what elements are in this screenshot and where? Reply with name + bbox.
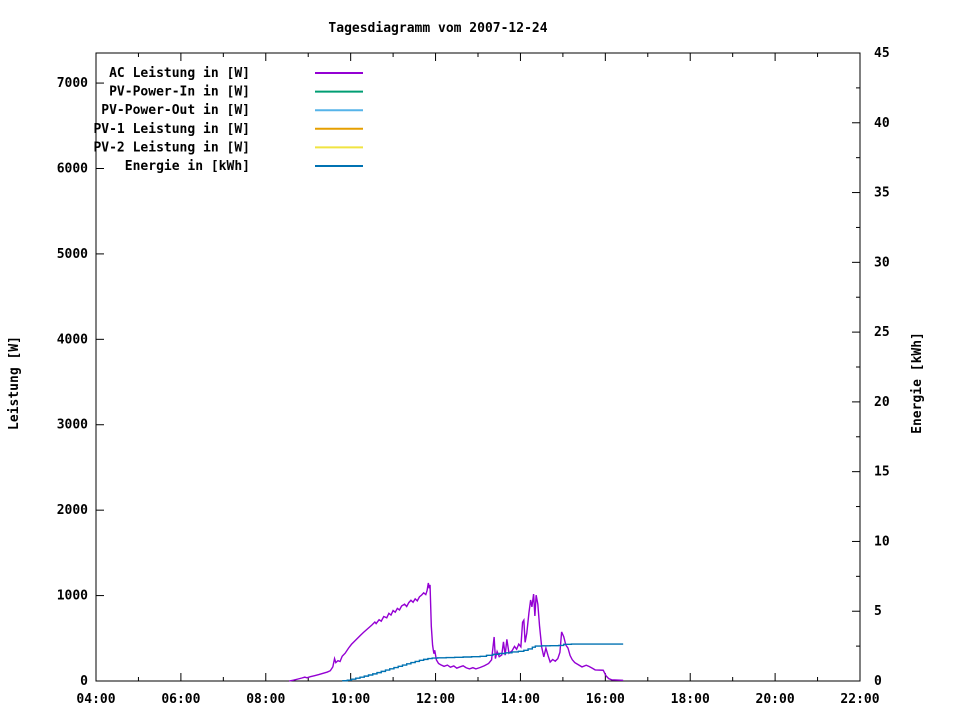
legend-label: AC Leistung in [W]: [109, 66, 250, 81]
x-tick-label: 16:00: [586, 692, 625, 707]
x-tick-label: 12:00: [416, 692, 455, 707]
y-tick-label: 0: [80, 674, 88, 689]
y-tick-label: 1000: [57, 589, 88, 604]
x-tick-label: 20:00: [756, 692, 795, 707]
chart-title: Tagesdiagramm vom 2007-12-24: [328, 21, 548, 36]
y2-tick-label: 25: [874, 325, 890, 340]
y2-tick-label: 30: [874, 255, 890, 270]
x-tick-label: 04:00: [76, 692, 115, 707]
series-line-5-energie-in-kwh-: [342, 643, 624, 682]
x-tick-label: 18:00: [671, 692, 710, 707]
series-line-0-ac-leistung-in-w-: [288, 582, 624, 682]
y-tick-label: 3000: [57, 418, 88, 433]
y-tick-label: 5000: [57, 247, 88, 262]
x-tick-label: 08:00: [246, 692, 285, 707]
x-axis: [95, 53, 861, 681]
y2-tick-label: 5: [874, 604, 882, 619]
y-tick-label: 6000: [57, 161, 88, 176]
legend-label: Energie in [kWh]: [125, 159, 250, 174]
y-tick-label: 7000: [57, 76, 88, 91]
y2-tick-label: 0: [874, 674, 882, 689]
legend: AC Leistung in [W] PV-Power-In in [W] PV-P…: [93, 66, 363, 174]
y2-tick-label: 35: [874, 186, 890, 201]
y2-tick-label: 20: [874, 395, 890, 410]
y2-axis-title: Energie [kWh]: [910, 332, 925, 434]
y2-tick-label: 40: [874, 116, 890, 131]
legend-label: PV-2 Leistung in [W]: [93, 140, 250, 155]
y-axis-right: [852, 52, 860, 682]
y2-tick-label: 45: [874, 46, 890, 61]
y2-tick-label: 15: [874, 465, 890, 480]
x-tick-label: 22:00: [840, 692, 879, 707]
x-tick-label: 10:00: [331, 692, 370, 707]
y2-tick-label: 10: [874, 534, 890, 549]
legend-label: PV-Power-Out in [W]: [101, 103, 250, 118]
x-tick-label: 06:00: [161, 692, 200, 707]
y-tick-label: 2000: [57, 503, 88, 518]
y-axis-title: Leistung [W]: [7, 336, 22, 430]
y-tick-label: 4000: [57, 332, 88, 347]
x-tick-label: 14:00: [501, 692, 540, 707]
legend-label: PV-1 Leistung in [W]: [93, 122, 250, 137]
y-axis-left: [96, 82, 104, 682]
legend-label: PV-Power-In in [W]: [109, 85, 250, 100]
